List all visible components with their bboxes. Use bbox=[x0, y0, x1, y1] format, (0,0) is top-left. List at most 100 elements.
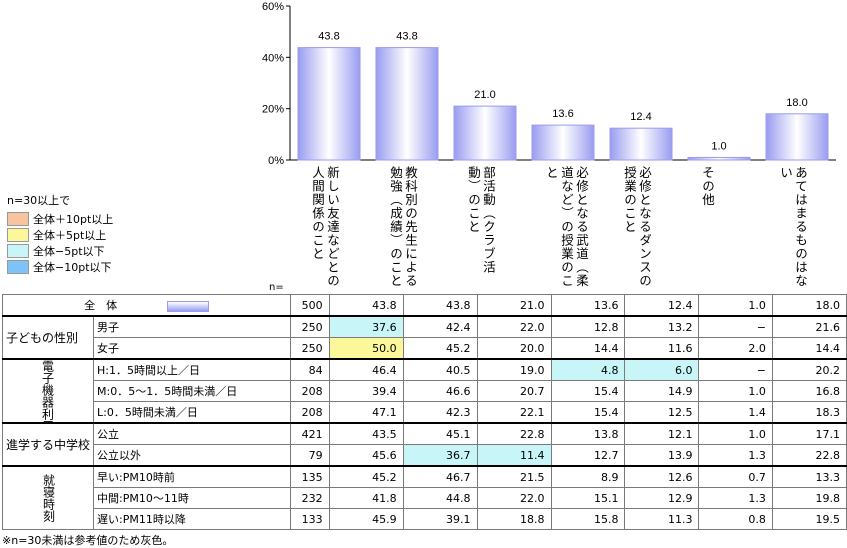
table-row: 公立以外 79 45.6 36.7 11.4 12.7 13.9 1.3 22.8 bbox=[3, 444, 847, 467]
row-label: H:1．5時間以上／日 bbox=[93, 358, 292, 381]
value-cell: 6.0 bbox=[624, 358, 700, 381]
value-cell: 43.5 bbox=[328, 422, 404, 445]
bar-chart: 0% 20% 40% 60% 43.8 43.8 21.0 13.6 12.4 1.0 18.0 bbox=[262, 1, 836, 167]
value-cell: 1.3 bbox=[698, 487, 773, 509]
value-cell: 12.1 bbox=[624, 422, 700, 445]
value-cell: 18.8 bbox=[476, 508, 552, 530]
value-cell: 1.4 bbox=[698, 401, 773, 424]
n-cell: 79 bbox=[290, 444, 330, 467]
row-label: L:0．5時間未満／日 bbox=[93, 401, 292, 424]
table-row: M:0．5〜1．5時間未満／日 208 39.4 46.6 20.7 15.4 14.9 1.… bbox=[3, 380, 847, 402]
table-row: 中間:PM10〜11時 232 41.8 44.8 22.0 15.1 12.9 1.3 19.… bbox=[3, 487, 847, 509]
value-cell: 8.9 bbox=[550, 465, 626, 488]
value-cell: 20.2 bbox=[771, 358, 847, 381]
value-cell: 13.2 bbox=[624, 315, 700, 338]
n-label: n= bbox=[269, 282, 284, 293]
value-cell: 40.5 bbox=[402, 358, 478, 381]
legend-swatch bbox=[7, 260, 29, 274]
value-cell: 20.7 bbox=[476, 380, 552, 402]
bar-value-label: 21.0 bbox=[474, 89, 495, 101]
value-cell: 1.0 bbox=[698, 422, 773, 445]
table-row: 就寝時刻 早い:PM10時前 135 45.2 46.7 21.5 8.9 12.6 0.7 13… bbox=[1, 465, 847, 530]
group-label-text: 就寝時刻 bbox=[41, 474, 56, 522]
group-label: 就寝時刻 bbox=[1, 465, 95, 530]
value-cell: 22.1 bbox=[476, 401, 552, 424]
row-label: 早い:PM10時前 bbox=[93, 465, 292, 488]
row-label: M:0．5〜1．5時間未満／日 bbox=[93, 380, 292, 402]
n-cell: 208 bbox=[290, 380, 330, 402]
legend-label: 全体＋5pt以上 bbox=[33, 229, 107, 242]
group-sublabel-text: 電子機器利用 bbox=[40, 360, 55, 423]
group-label-text: 子どもの性別 bbox=[6, 330, 79, 345]
bar-value-label: 18.0 bbox=[786, 97, 807, 109]
value-cell: 19.0 bbox=[476, 358, 552, 381]
n-cell: 133 bbox=[290, 508, 330, 530]
row-label: 公立以外 bbox=[93, 444, 292, 467]
footnote: ※n=30未満は参考値のため灰色。 bbox=[2, 534, 174, 547]
value-cell: − bbox=[698, 358, 773, 381]
table-row: 遅い:PM11時以降 133 45.9 39.1 18.8 15.8 11.3 0.8 19.5 bbox=[3, 508, 847, 530]
total-label-cell: 全 体 bbox=[1, 294, 292, 317]
n-cell: 135 bbox=[290, 465, 330, 488]
value-cell: 15.1 bbox=[550, 487, 626, 509]
group-label: 子どもの性別 bbox=[1, 315, 95, 360]
bar bbox=[765, 113, 829, 161]
value-cell: 11.4 bbox=[476, 444, 552, 467]
row-label: 公立 bbox=[93, 422, 292, 445]
bar bbox=[687, 156, 751, 161]
value-cell: 20.0 bbox=[476, 337, 552, 360]
value-cell: 50.0 bbox=[328, 337, 404, 360]
legend-item: 全体−5pt以下 bbox=[7, 243, 113, 259]
total-label: 全 体 bbox=[84, 299, 118, 312]
value-cell: 22.0 bbox=[476, 487, 552, 509]
value-cell: 1.0 bbox=[698, 294, 773, 317]
value-cell: 13.3 bbox=[771, 465, 847, 488]
value-cell: 13.8 bbox=[550, 422, 626, 445]
value-cell: 44.8 bbox=[402, 487, 478, 509]
table-row-total: 全 体 500 43.8 43.8 21.0 13.6 12.4 1.0 18.0 bbox=[1, 294, 847, 317]
value-cell: 16.8 bbox=[771, 380, 847, 402]
y-tick-label: 40% bbox=[262, 52, 284, 64]
bar bbox=[297, 47, 361, 161]
value-cell: 45.2 bbox=[402, 337, 478, 360]
value-cell: 45.2 bbox=[328, 465, 404, 488]
value-cell: 41.8 bbox=[328, 487, 404, 509]
row-label: 遅い:PM11時以降 bbox=[93, 508, 292, 530]
value-cell: 13.9 bbox=[624, 444, 700, 467]
n-cell: 421 bbox=[290, 422, 330, 445]
value-cell: 39.1 bbox=[402, 508, 478, 530]
value-cell: 15.4 bbox=[550, 401, 626, 424]
bar bbox=[531, 124, 595, 161]
value-cell: 45.1 bbox=[402, 422, 478, 445]
value-cell: 46.4 bbox=[328, 358, 404, 381]
value-cell: 21.6 bbox=[771, 315, 847, 338]
value-cell: 18.3 bbox=[771, 401, 847, 424]
bar-value-label: 43.8 bbox=[396, 31, 417, 43]
row-label: 男子 bbox=[93, 315, 292, 338]
value-cell: 4.8 bbox=[550, 358, 626, 381]
legend-title: n=30以上で bbox=[7, 194, 71, 207]
legend-item: 全体＋5pt以上 bbox=[7, 227, 113, 243]
y-tick-label: 0% bbox=[268, 155, 284, 167]
value-cell: 39.4 bbox=[328, 380, 404, 402]
value-cell: 43.8 bbox=[328, 294, 404, 317]
value-cell: 37.6 bbox=[328, 315, 404, 338]
value-cell: 43.8 bbox=[402, 294, 478, 317]
n-cell: 500 bbox=[290, 294, 330, 317]
value-cell: 19.5 bbox=[771, 508, 847, 530]
value-cell: 22.0 bbox=[476, 315, 552, 338]
n-cell: 84 bbox=[290, 358, 330, 381]
category-label: 教科別の先生による勉強（成績）のこと bbox=[388, 166, 418, 288]
n-cell: 208 bbox=[290, 401, 330, 424]
value-cell: − bbox=[698, 315, 773, 338]
data-table: 全 体 500 43.8 43.8 21.0 13.6 12.4 1.0 18.0 子どもの性別男… bbox=[1, 294, 847, 530]
value-cell: 15.8 bbox=[550, 508, 626, 530]
table-row: 進学する中学校 公立 421 43.5 45.1 22.8 13.8 12.1 1.0 17.1 bbox=[1, 422, 847, 467]
category-label: 必修となる武道（柔道など）の授業のこと bbox=[544, 166, 589, 288]
category-label: あてはまるものはない bbox=[778, 166, 808, 288]
value-cell: 14.4 bbox=[771, 337, 847, 360]
group-label: 電子機器利用時間 bbox=[1, 358, 95, 424]
legend-item: 全体＋10pt以上 bbox=[7, 211, 113, 227]
table-row: 電子機器利用時間H:1．5時間以上／日8446.440.519.04.86.0−… bbox=[1, 358, 847, 424]
legend-label: 全体−10pt以下 bbox=[33, 261, 112, 274]
